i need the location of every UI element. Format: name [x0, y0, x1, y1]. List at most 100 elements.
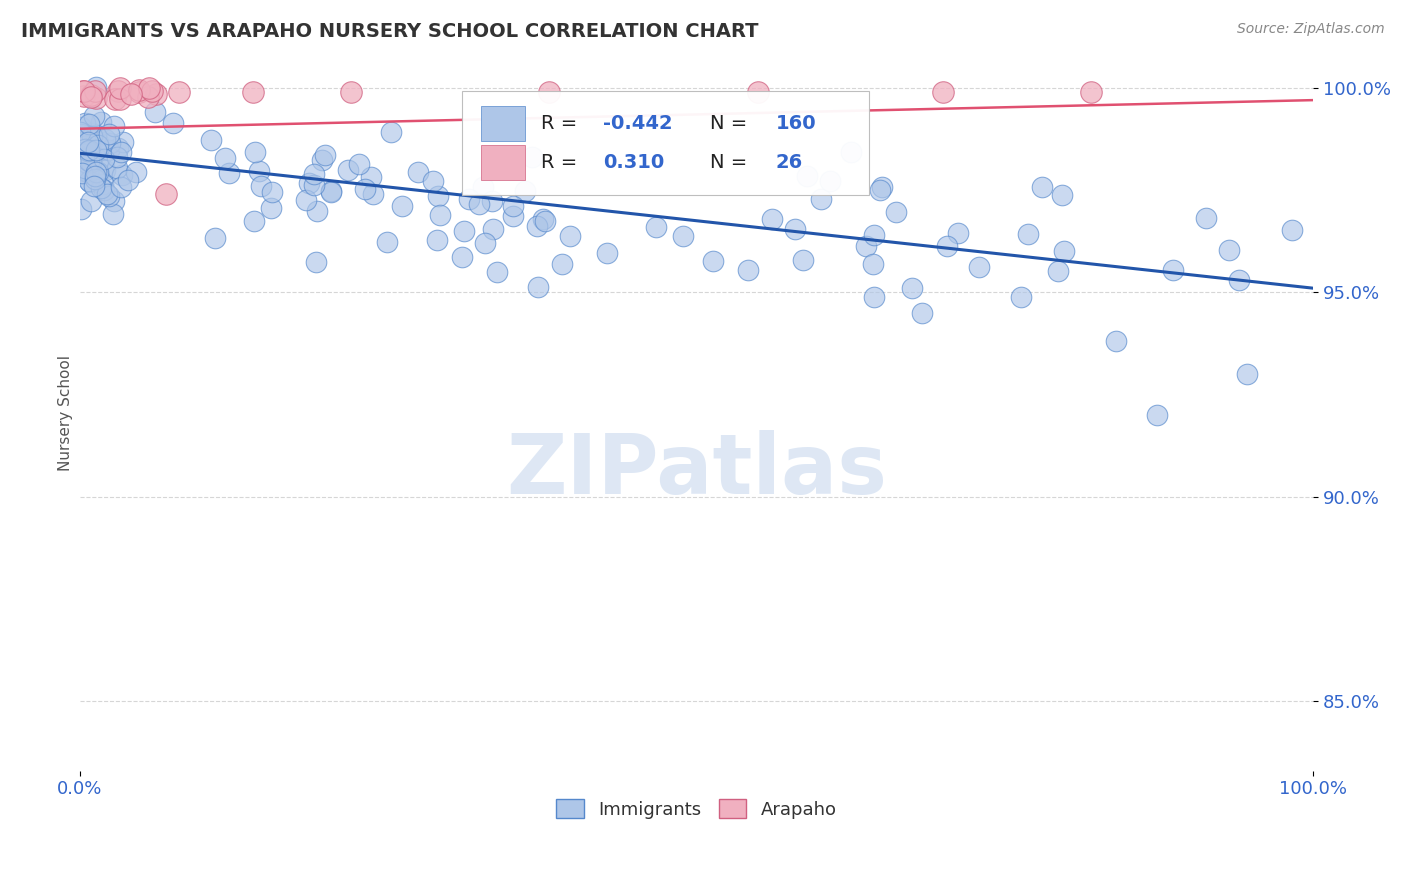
Point: [110, 179, 132, 194]
Point: [1031, 179, 1053, 194]
Point: [1052, 187, 1074, 202]
Point: [79, 153, 101, 167]
Point: [79, 175, 101, 189]
Point: [761, 212, 783, 227]
Point: [425, 233, 447, 247]
Point: [77, 163, 100, 178]
Point: [84, 171, 107, 186]
Point: [884, 205, 907, 219]
Point: [69, 149, 91, 163]
Point: [84, 165, 107, 179]
Point: [80, 127, 103, 141]
Point: [792, 253, 814, 268]
Point: [796, 169, 818, 184]
Point: [1161, 262, 1184, 277]
Point: [862, 257, 884, 271]
Point: [321, 184, 343, 198]
Point: [79, 117, 101, 131]
Point: [513, 184, 536, 198]
Point: [80, 151, 103, 165]
Point: [527, 279, 550, 293]
Point: [1080, 85, 1102, 99]
Text: 160: 160: [776, 113, 815, 133]
Text: 26: 26: [776, 153, 803, 172]
Point: [391, 199, 413, 213]
Point: [531, 212, 554, 227]
Point: [84, 169, 107, 183]
Point: [214, 151, 236, 165]
Point: [86, 90, 108, 104]
Point: [73, 89, 96, 103]
Point: [84, 84, 107, 98]
Point: [810, 192, 832, 206]
Point: [1105, 334, 1128, 349]
Point: [75, 116, 97, 130]
Point: [468, 197, 491, 211]
Point: [72, 138, 94, 153]
Point: [1227, 273, 1250, 287]
Point: [839, 145, 862, 160]
Point: [84, 128, 107, 143]
Point: [93, 178, 115, 192]
Point: [946, 227, 969, 241]
Point: [295, 193, 318, 207]
Point: [80, 88, 103, 103]
Point: [80, 194, 103, 208]
Point: [818, 174, 841, 188]
Point: [872, 180, 894, 194]
Point: [84, 143, 107, 157]
Point: [304, 178, 326, 192]
Point: [304, 167, 326, 181]
Point: [128, 85, 150, 99]
Point: [361, 187, 384, 202]
Point: [101, 207, 124, 221]
Point: [108, 91, 131, 105]
Point: [155, 187, 177, 202]
Point: [69, 128, 91, 142]
Point: [76, 156, 98, 170]
Point: [702, 253, 724, 268]
Point: [1046, 263, 1069, 277]
Point: [90, 114, 112, 128]
Text: R =: R =: [541, 153, 583, 172]
Point: [83, 109, 105, 123]
Point: [520, 150, 543, 164]
Point: [111, 135, 134, 149]
Point: [107, 141, 129, 155]
Point: [145, 87, 167, 102]
Point: [526, 219, 548, 233]
Text: ZIPatlas: ZIPatlas: [506, 430, 887, 510]
Point: [900, 281, 922, 295]
Point: [1281, 223, 1303, 237]
Point: [167, 85, 190, 99]
Point: [70, 202, 93, 217]
Point: [125, 165, 148, 179]
Point: [87, 138, 110, 153]
Point: [1236, 367, 1258, 381]
Point: [218, 166, 240, 180]
Legend: Immigrants, Arapaho: Immigrants, Arapaho: [550, 792, 844, 826]
Point: [375, 235, 398, 250]
Point: [855, 239, 877, 253]
Point: [862, 228, 884, 243]
Point: [80, 149, 103, 163]
Point: [90, 181, 112, 195]
Point: [105, 150, 128, 164]
Point: [250, 179, 273, 194]
Point: [80, 128, 103, 143]
Point: [340, 85, 363, 99]
Point: [551, 256, 574, 270]
Text: N =: N =: [710, 113, 754, 133]
Point: [406, 165, 429, 179]
Text: N =: N =: [710, 153, 754, 172]
Point: [87, 135, 110, 149]
Point: [1053, 244, 1076, 258]
Point: [105, 161, 128, 175]
Point: [243, 214, 266, 228]
Point: [747, 85, 769, 99]
Point: [354, 182, 377, 196]
Point: [204, 231, 226, 245]
Point: [72, 151, 94, 165]
Point: [311, 153, 333, 167]
Point: [83, 178, 105, 193]
